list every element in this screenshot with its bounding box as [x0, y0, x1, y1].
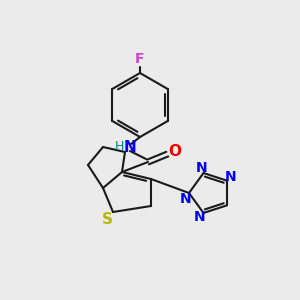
Text: N: N	[196, 161, 207, 175]
Text: S: S	[101, 212, 112, 227]
Text: N: N	[124, 140, 136, 154]
Text: N: N	[225, 170, 237, 184]
Text: H: H	[115, 140, 124, 154]
Text: N: N	[194, 210, 205, 224]
Text: F: F	[135, 52, 145, 66]
Text: O: O	[169, 145, 182, 160]
Text: N: N	[180, 192, 192, 206]
